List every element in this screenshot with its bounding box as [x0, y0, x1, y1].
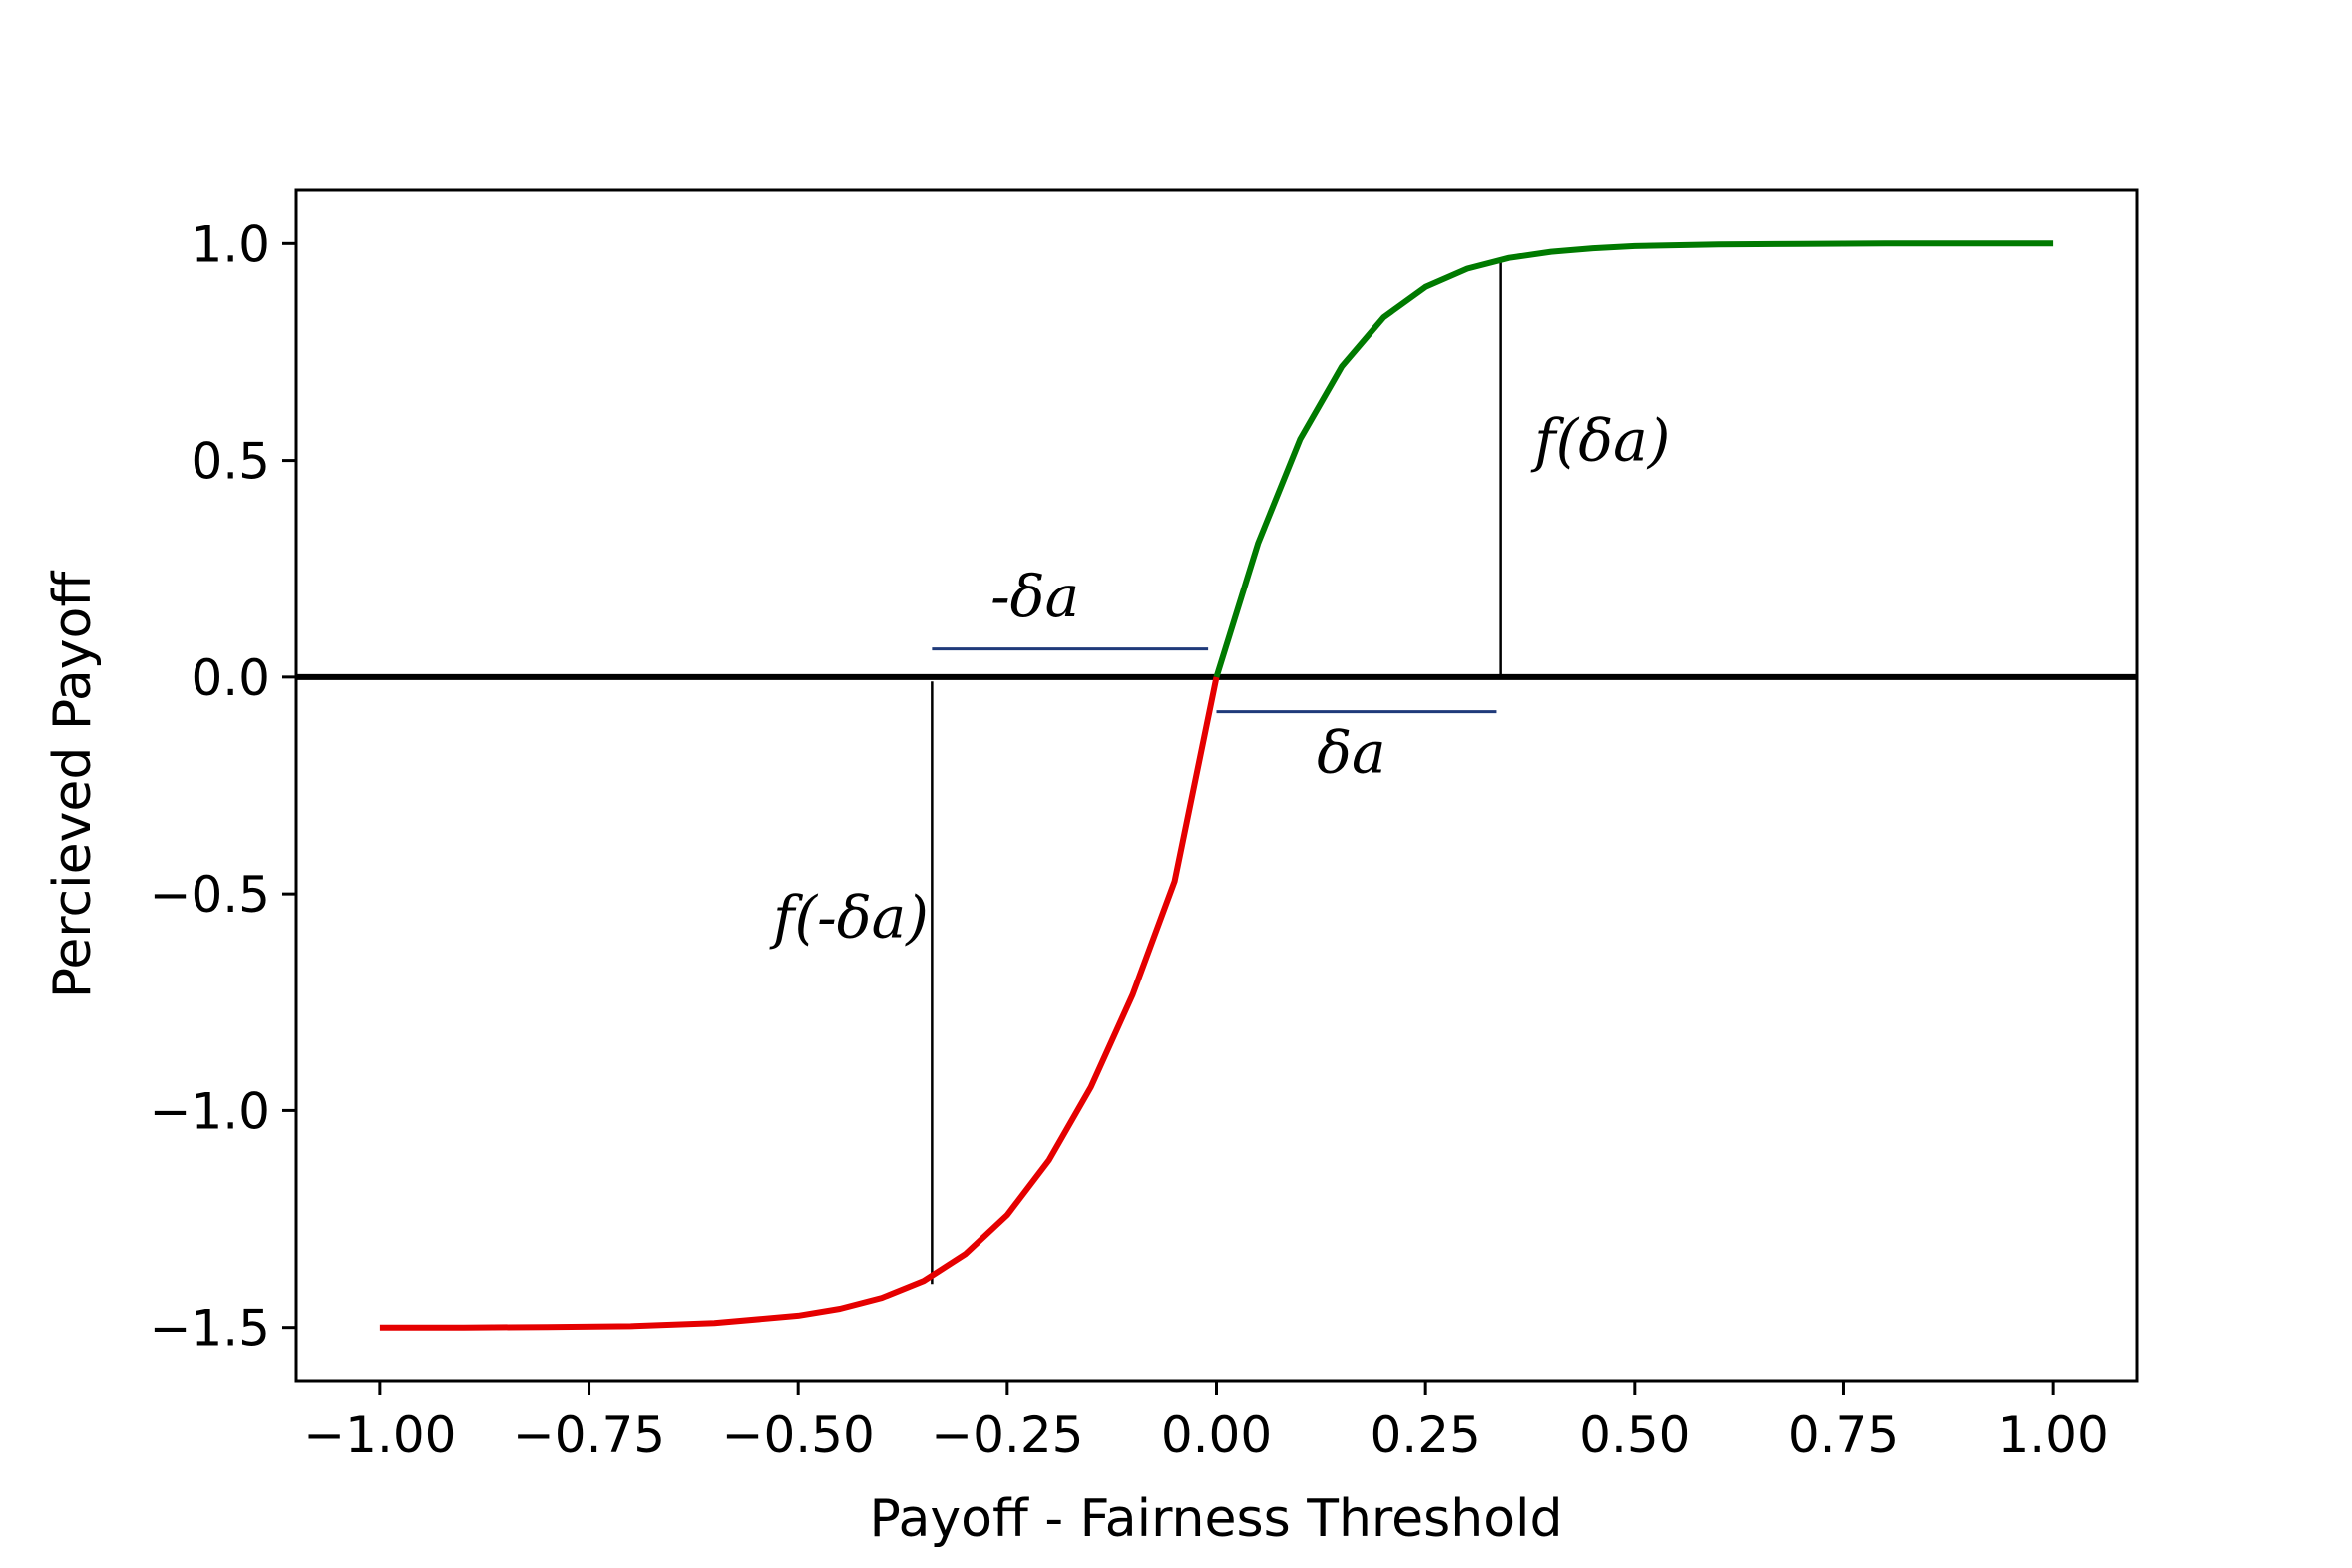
annotations: f(δa) -δa δa f(-δa) — [769, 407, 1670, 952]
x-axis: −1.00 −0.75 −0.50 −0.25 0.00 0.25 0.50 0.75 1.00 — [303, 1381, 2109, 1464]
x-tick-label: 0.50 — [1579, 1406, 1690, 1464]
annotation-f-neg-delta: f(-δa) — [769, 884, 929, 952]
x-tick-label: 0.00 — [1161, 1406, 1272, 1464]
x-tick-label: −0.25 — [931, 1406, 1083, 1464]
reference-lines — [296, 260, 2137, 1285]
annotation-delta: δa — [1317, 718, 1386, 786]
y-axis-label: Percieved Payoff — [43, 571, 103, 999]
x-tick-label: −0.75 — [513, 1406, 665, 1464]
y-tick-label: −0.5 — [150, 866, 270, 924]
x-tick-label: 0.75 — [1788, 1406, 1899, 1464]
y-tick-label: 0.5 — [191, 433, 270, 491]
x-tick-label: 1.00 — [1997, 1406, 2108, 1464]
x-tick-label: −0.50 — [722, 1406, 875, 1464]
y-tick-label: 1.0 — [191, 215, 270, 273]
series-line-negative — [379, 676, 1220, 1331]
x-tick-label: 0.25 — [1370, 1406, 1480, 1464]
y-tick-label: −1.0 — [150, 1082, 270, 1140]
annotation-f-delta: f(δa) — [1530, 407, 1670, 475]
y-axis: 1.0 0.5 0.0 −0.5 −1.0 −1.5 — [150, 215, 296, 1358]
series-group — [379, 240, 2054, 1331]
annotation-neg-delta: -δa — [990, 563, 1079, 630]
y-tick-label: −1.5 — [150, 1300, 270, 1358]
plot-frame — [294, 188, 2139, 1383]
x-axis-label: Payoff - Fairness Threshold — [870, 1489, 1563, 1549]
x-tick-label: −1.00 — [303, 1406, 456, 1464]
y-tick-label: 0.0 — [191, 649, 270, 707]
series-line-positive — [1213, 240, 2054, 678]
